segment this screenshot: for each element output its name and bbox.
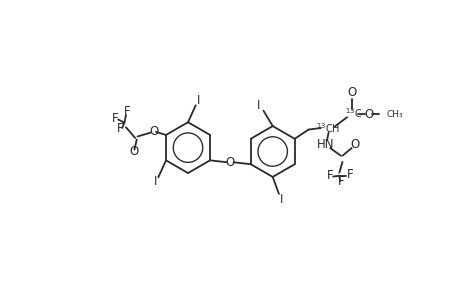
Text: O: O (149, 125, 158, 138)
Text: I: I (257, 99, 260, 112)
Text: I: I (196, 94, 200, 107)
Text: I: I (280, 193, 283, 206)
Text: O: O (363, 108, 372, 121)
Text: F: F (116, 122, 123, 135)
Text: O: O (225, 156, 235, 169)
Text: F: F (346, 168, 353, 181)
Text: F: F (326, 169, 333, 182)
Text: I: I (153, 176, 157, 188)
Text: CH₃: CH₃ (386, 110, 402, 119)
Text: O: O (347, 86, 356, 99)
Text: $^{13}$CH: $^{13}$CH (316, 121, 340, 135)
Text: O: O (129, 146, 138, 158)
Text: HN: HN (316, 139, 334, 152)
Text: O: O (349, 139, 358, 152)
Text: F: F (112, 112, 118, 124)
Text: $^{13}$C: $^{13}$C (344, 106, 361, 119)
Text: F: F (337, 176, 343, 188)
Text: F: F (124, 105, 130, 118)
